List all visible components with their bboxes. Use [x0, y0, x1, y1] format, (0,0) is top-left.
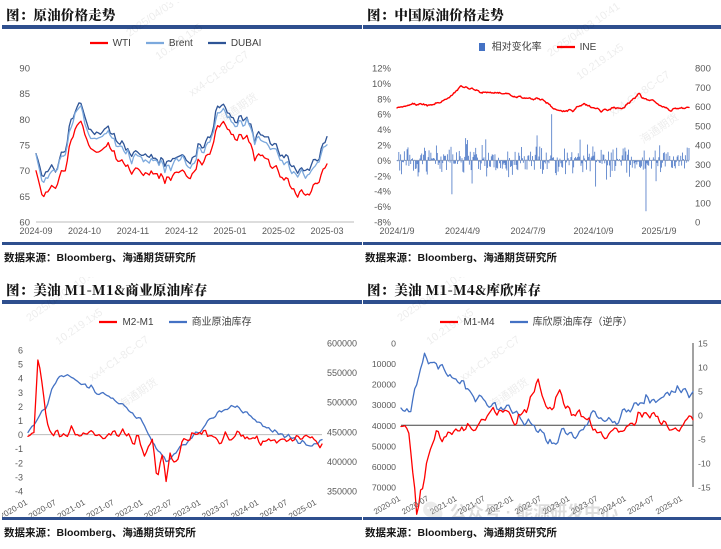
- svg-text:2%: 2%: [377, 141, 391, 152]
- svg-text:2024/7/9: 2024/7/9: [510, 226, 545, 236]
- svg-text:2020-01: 2020-01: [372, 494, 402, 517]
- svg-text:0: 0: [695, 218, 700, 229]
- svg-text:2025/1/9: 2025/1/9: [641, 226, 676, 236]
- svg-text:550000: 550000: [327, 368, 357, 378]
- svg-text:2024-01: 2024-01: [229, 497, 261, 517]
- svg-text:5: 5: [18, 360, 23, 370]
- svg-text:2020-07: 2020-07: [27, 497, 59, 517]
- svg-text:50000: 50000: [372, 441, 396, 451]
- svg-text:350000: 350000: [327, 487, 357, 497]
- svg-text:-2%: -2%: [374, 171, 391, 182]
- svg-text:8%: 8%: [377, 94, 391, 105]
- svg-text:400: 400: [695, 141, 711, 152]
- svg-text:2024/10/9: 2024/10/9: [573, 226, 613, 236]
- svg-text:10%: 10%: [372, 79, 392, 90]
- svg-text:5: 5: [698, 387, 703, 397]
- svg-text:60000: 60000: [372, 462, 396, 472]
- svg-text:450000: 450000: [327, 427, 357, 437]
- svg-text:65: 65: [19, 192, 30, 203]
- svg-text:4: 4: [18, 374, 23, 384]
- svg-text:3: 3: [18, 388, 23, 398]
- svg-text:2: 2: [18, 402, 23, 412]
- svg-text:2021-01: 2021-01: [55, 497, 87, 517]
- svg-text:6%: 6%: [377, 110, 391, 121]
- svg-text:2022-07: 2022-07: [513, 494, 543, 517]
- svg-text:2024/1/9: 2024/1/9: [379, 226, 414, 236]
- svg-text:600: 600: [695, 102, 711, 113]
- svg-text:-4%: -4%: [374, 187, 391, 198]
- svg-text:100: 100: [695, 198, 711, 209]
- svg-text:-10: -10: [698, 459, 711, 469]
- svg-text:2024/4/9: 2024/4/9: [445, 226, 480, 236]
- svg-text:0: 0: [18, 430, 23, 440]
- svg-text:0: 0: [391, 339, 396, 349]
- svg-text:800: 800: [695, 64, 711, 75]
- svg-text:40000: 40000: [372, 421, 396, 431]
- svg-text:-4: -4: [15, 487, 23, 497]
- svg-text:-6%: -6%: [374, 202, 391, 213]
- svg-text:70000: 70000: [372, 483, 396, 493]
- svg-text:2022-01: 2022-01: [485, 494, 515, 517]
- svg-text:10: 10: [698, 363, 708, 373]
- svg-text:300: 300: [695, 160, 711, 171]
- svg-text:2024-12: 2024-12: [165, 226, 198, 236]
- svg-text:2023-07: 2023-07: [569, 494, 599, 517]
- svg-text:12%: 12%: [372, 64, 392, 75]
- svg-text:2025-02: 2025-02: [262, 226, 295, 236]
- svg-text:-2: -2: [15, 458, 23, 468]
- svg-text:80: 80: [19, 115, 30, 126]
- svg-text:30000: 30000: [372, 400, 396, 410]
- svg-text:200: 200: [695, 179, 711, 190]
- svg-text:2025-03: 2025-03: [310, 226, 343, 236]
- svg-text:600000: 600000: [327, 339, 357, 349]
- svg-text:400000: 400000: [327, 457, 357, 467]
- svg-text:2024-11: 2024-11: [117, 226, 149, 236]
- svg-text:2022-07: 2022-07: [142, 497, 174, 517]
- svg-text:70: 70: [19, 166, 30, 177]
- svg-text:2021-07: 2021-07: [84, 497, 116, 517]
- svg-text:2020-01: 2020-01: [2, 497, 29, 517]
- svg-text:20000: 20000: [372, 380, 396, 390]
- svg-text:-15: -15: [698, 483, 711, 493]
- svg-text:2024-07: 2024-07: [258, 497, 290, 517]
- svg-text:2024-07: 2024-07: [626, 494, 656, 517]
- svg-text:-1: -1: [15, 444, 23, 454]
- svg-text:2024-10: 2024-10: [68, 226, 101, 236]
- svg-text:-5: -5: [698, 435, 706, 445]
- svg-text:85: 85: [19, 89, 30, 100]
- svg-text:0: 0: [698, 411, 703, 421]
- svg-text:2025-01: 2025-01: [213, 226, 246, 236]
- svg-text:2023-01: 2023-01: [541, 494, 571, 517]
- svg-text:1: 1: [18, 416, 23, 426]
- svg-text:4%: 4%: [377, 125, 391, 136]
- svg-text:90: 90: [19, 64, 30, 75]
- svg-text:500000: 500000: [327, 398, 357, 408]
- svg-text:2025-01: 2025-01: [654, 494, 684, 517]
- svg-text:15: 15: [698, 339, 708, 349]
- svg-text:10000: 10000: [372, 359, 396, 369]
- svg-text:0%: 0%: [377, 156, 391, 167]
- svg-text:700: 700: [695, 83, 711, 94]
- svg-text:6: 6: [18, 346, 23, 356]
- svg-text:2023-07: 2023-07: [200, 497, 232, 517]
- svg-text:2021-01: 2021-01: [428, 494, 458, 517]
- svg-text:2021-07: 2021-07: [457, 494, 487, 517]
- svg-text:2024-01: 2024-01: [598, 494, 628, 517]
- svg-text:2022-01: 2022-01: [113, 497, 145, 517]
- svg-text:2024-09: 2024-09: [19, 226, 52, 236]
- svg-text:2023-01: 2023-01: [171, 497, 203, 517]
- svg-text:500: 500: [695, 121, 711, 132]
- svg-text:-3: -3: [15, 472, 23, 482]
- svg-text:2025-01: 2025-01: [287, 497, 319, 517]
- svg-text:75: 75: [19, 141, 30, 152]
